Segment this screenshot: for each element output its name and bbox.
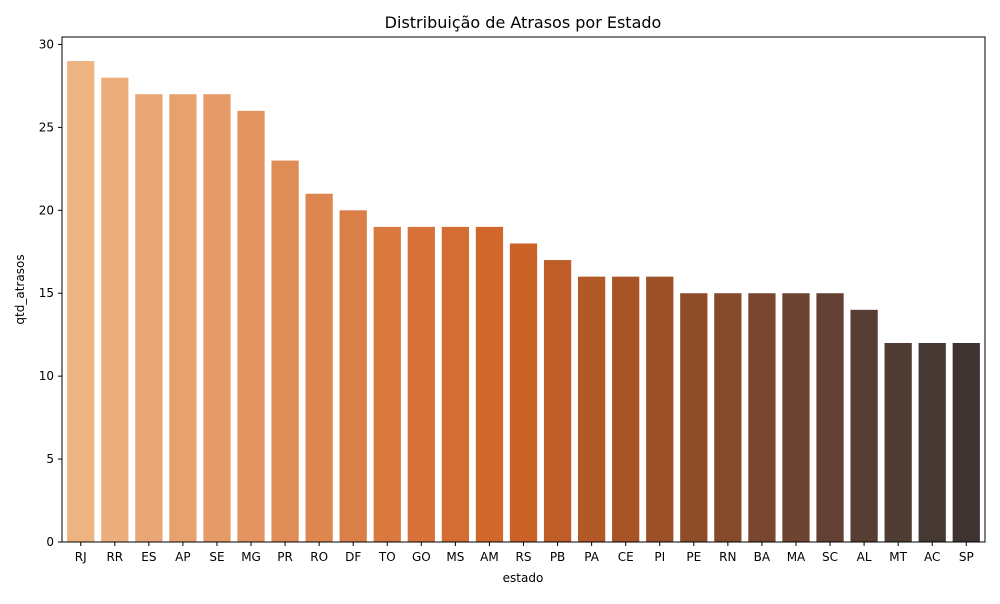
bar-es bbox=[135, 94, 163, 542]
x-tick-label: MT bbox=[889, 550, 907, 564]
y-tick-label: 0 bbox=[46, 535, 54, 549]
y-tick-label: 5 bbox=[46, 452, 54, 466]
x-axis-label: estado bbox=[503, 571, 544, 585]
x-tick-label: AM bbox=[480, 550, 499, 564]
bar-pb bbox=[543, 260, 572, 542]
y-tick-label: 15 bbox=[39, 286, 54, 300]
x-tick-label: AC bbox=[924, 550, 940, 564]
x-tick-label: GO bbox=[412, 550, 431, 564]
bar-mg bbox=[237, 110, 265, 543]
bar-rn bbox=[714, 293, 742, 542]
bar-sp bbox=[952, 342, 980, 542]
x-tick-label: MA bbox=[787, 550, 806, 564]
bar-ce bbox=[612, 276, 640, 542]
bar-ac bbox=[918, 342, 946, 542]
y-tick-label: 30 bbox=[39, 37, 54, 51]
bar-al bbox=[850, 309, 878, 542]
x-tick-label: RO bbox=[310, 550, 328, 564]
x-tick-label: BA bbox=[754, 550, 771, 564]
x-tick-label: RN bbox=[719, 550, 736, 564]
bar-pe bbox=[680, 293, 708, 542]
bar-ro bbox=[305, 193, 333, 542]
bar-to bbox=[373, 226, 401, 542]
y-tick-label: 25 bbox=[39, 120, 54, 134]
bars-layer bbox=[67, 61, 980, 543]
x-tick-label: PA bbox=[584, 550, 599, 564]
x-tick-label: RR bbox=[106, 550, 123, 564]
bar-ba bbox=[748, 293, 776, 542]
x-tick-label: RS bbox=[516, 550, 532, 564]
bar-rj bbox=[67, 61, 95, 543]
x-tick-label: RJ bbox=[75, 550, 87, 564]
bar-rs bbox=[509, 243, 538, 543]
x-tick-label: TO bbox=[378, 550, 396, 564]
bar-df bbox=[339, 210, 367, 542]
bar-go bbox=[407, 226, 435, 542]
y-tick-label: 10 bbox=[39, 369, 54, 383]
x-tick-label: AL bbox=[857, 550, 872, 564]
bar-pa bbox=[577, 276, 606, 542]
x-tick-label: PR bbox=[277, 550, 293, 564]
bar-ms bbox=[441, 226, 470, 542]
y-axis-label: qtd_atrasos bbox=[13, 254, 27, 324]
bar-mt bbox=[884, 342, 912, 542]
y-tick-label: 20 bbox=[39, 203, 54, 217]
x-tick-label: AP bbox=[175, 550, 190, 564]
x-tick-label: PE bbox=[686, 550, 701, 564]
x-tick-label: MS bbox=[446, 550, 464, 564]
bar-ap bbox=[169, 94, 197, 542]
x-tick-label: MG bbox=[241, 550, 261, 564]
x-tick-label: SE bbox=[209, 550, 224, 564]
bar-am bbox=[475, 226, 504, 542]
x-tick-label: SP bbox=[959, 550, 974, 564]
x-tick-label: ES bbox=[141, 550, 156, 564]
x-tick-label: PB bbox=[550, 550, 565, 564]
bar-pi bbox=[646, 276, 674, 542]
x-tick-label: SC bbox=[822, 550, 838, 564]
x-axis: RJ RR ES AP SE MG PR RO DF TO GO MS AM RS PB PA CE PI PE RN… bbox=[75, 542, 974, 564]
bar-sc bbox=[816, 293, 844, 542]
bar-pr bbox=[271, 160, 299, 542]
x-tick-label: PI bbox=[654, 550, 665, 564]
y-axis: 0 5 10 15 20 25 30 bbox=[39, 37, 62, 549]
bar-ma bbox=[782, 293, 810, 542]
x-tick-label: DF bbox=[345, 550, 361, 564]
chart-title: Distribuição de Atrasos por Estado bbox=[385, 13, 662, 32]
x-tick-label: CE bbox=[618, 550, 634, 564]
bar-se bbox=[203, 94, 231, 542]
bar-rr bbox=[101, 77, 129, 542]
